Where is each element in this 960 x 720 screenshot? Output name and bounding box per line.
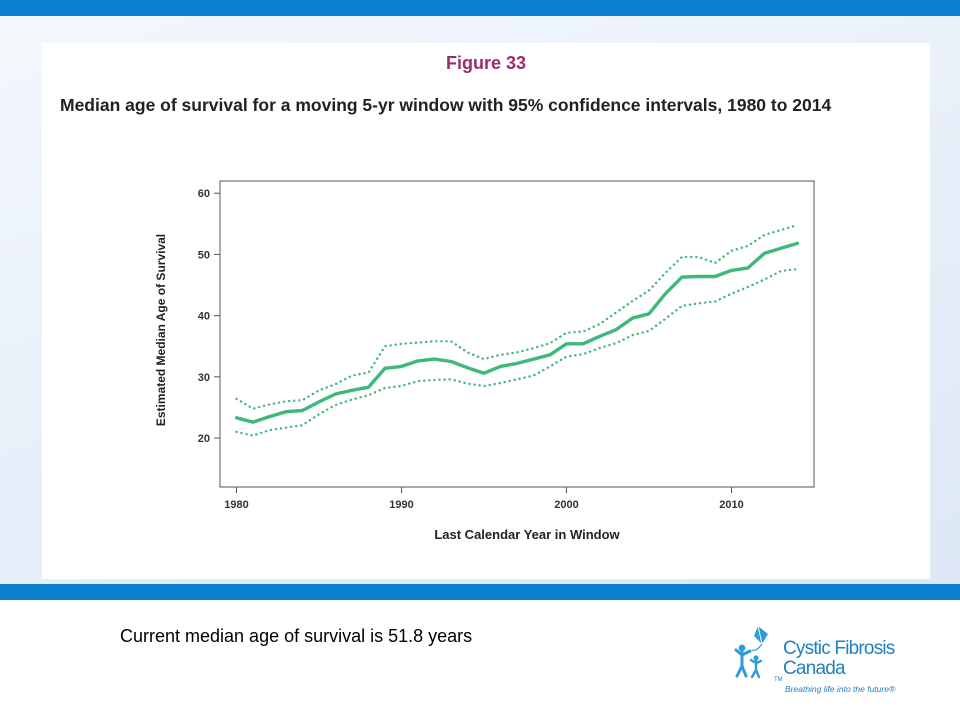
kite-family-icon (734, 625, 768, 679)
y-tick-label: 20 (198, 433, 210, 445)
lower-ci-line (235, 267, 799, 437)
median-survival-line (234, 241, 800, 424)
bottom-accent-bar (0, 584, 960, 600)
y-tick-label: 60 (198, 188, 210, 200)
x-axis-label: Last Calendar Year in Window (434, 527, 620, 542)
y-axis-label: Estimated Median Age of Survival (154, 234, 168, 426)
x-tick-label: 1980 (224, 499, 248, 511)
caption-text: Current median age of survival is 51.8 y… (120, 626, 473, 646)
survival-chart: 20 30 40 50 60 1980 1990 2000 2010 Last Calendar … (154, 180, 815, 542)
upper-ci-line (235, 223, 799, 410)
logo-name-line1: Cystic Fibrosis (783, 638, 895, 659)
top-accent-bar (0, 0, 960, 16)
y-tick-label: 30 (198, 372, 210, 384)
x-tick-label: 2000 (554, 499, 578, 511)
x-tick-label: 2010 (719, 499, 743, 511)
logo-trademark: TM (774, 677, 783, 683)
y-tick-label: 50 (198, 249, 210, 261)
logo-name-line2: Canada (783, 658, 846, 679)
figure-label: Figure 33 (445, 53, 527, 73)
figure-panel: Figure 33 Median age of survival for a m… (42, 43, 930, 579)
x-tick-label: 1990 (389, 499, 413, 511)
y-tick-label: 40 (198, 311, 210, 323)
cystic-fibrosis-canada-logo: TM Cystic Fibrosis Canada Breathing life… (730, 620, 930, 700)
figure-title: Median age of survival for a moving 5-yr… (60, 95, 832, 115)
logo-tagline: Breathing life into the future® (785, 684, 896, 694)
plot-frame (219, 180, 815, 488)
